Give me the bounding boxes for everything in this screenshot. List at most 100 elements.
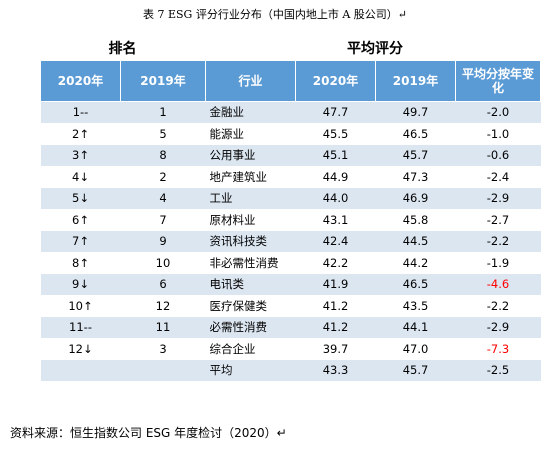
table-cell: 7 bbox=[120, 209, 206, 231]
table-cell: -2.0 bbox=[455, 101, 541, 124]
table-cell: 44.9 bbox=[295, 166, 376, 188]
table-cell: -0.6 bbox=[455, 144, 541, 167]
table-cell: 44.1 bbox=[375, 316, 456, 339]
table-cell: 46.5 bbox=[375, 273, 456, 296]
table-title: 表 7 ESG 评分行业分布（中国内地上市 A 股公司）↵ bbox=[143, 8, 407, 21]
table-cell: 44.2 bbox=[375, 252, 456, 274]
column-header: 2019年 bbox=[120, 60, 206, 102]
table-cell: 41.2 bbox=[295, 316, 376, 339]
table-cell: 8 bbox=[120, 144, 206, 167]
table-row: 4↓ 2 地产建筑业 44.9 47.3 -2.4 bbox=[40, 166, 541, 188]
table-cell: 45.7 bbox=[375, 144, 456, 167]
table-cell: 2↑ bbox=[40, 123, 121, 145]
table-cell: 公用事业 bbox=[205, 144, 296, 167]
table-cell: -2.2 bbox=[455, 230, 541, 253]
group-headers: 排名 平均评分 bbox=[40, 38, 540, 58]
table-cell: 11-- bbox=[40, 316, 121, 339]
table-row: 11-- 11 必需性消费 41.2 44.1 -2.9 bbox=[40, 316, 541, 339]
table-cell: 平均 bbox=[205, 359, 296, 382]
table-cell: 46.5 bbox=[375, 123, 456, 145]
table-cell bbox=[40, 359, 121, 382]
table-cell: 8↑ bbox=[40, 252, 121, 274]
table-cell: 41.2 bbox=[295, 295, 376, 317]
table-cell bbox=[120, 359, 206, 382]
table-cell: 10 bbox=[120, 252, 206, 274]
table-cell: 47.0 bbox=[375, 338, 456, 360]
table-cell: 工业 bbox=[205, 187, 296, 210]
table-cell: 2 bbox=[120, 166, 206, 188]
table-cell: 11 bbox=[120, 316, 206, 339]
table-cell: 必需性消费 bbox=[205, 316, 296, 339]
rank-group-header: 排名 bbox=[108, 41, 137, 57]
table-cell: 12↓ bbox=[40, 338, 121, 360]
table-cell: 42.4 bbox=[295, 230, 376, 253]
table-cell: 7↑ bbox=[40, 230, 121, 253]
table-row: 8↑ 10 非必需性消费 42.2 44.2 -1.9 bbox=[40, 252, 541, 274]
table-cell: 医疗保健类 bbox=[205, 295, 296, 317]
table-cell: 9 bbox=[120, 230, 206, 253]
table-cell: 10↑ bbox=[40, 295, 121, 317]
table-cell: 47.7 bbox=[295, 101, 376, 124]
table-cell: -7.3 bbox=[455, 338, 541, 360]
table-cell: 原材料业 bbox=[205, 209, 296, 231]
table-cell: 3↑ bbox=[40, 144, 121, 167]
table-cell: 1-- bbox=[40, 101, 121, 124]
table-cell: -1.9 bbox=[455, 252, 541, 274]
table-cell: 44.0 bbox=[295, 187, 376, 210]
table-cell: 5 bbox=[120, 123, 206, 145]
table-row: 12↓ 3 综合企业 39.7 47.0 -7.3 bbox=[40, 338, 541, 360]
table-cell: 44.5 bbox=[375, 230, 456, 253]
table-cell: 4 bbox=[120, 187, 206, 210]
table-cell: -2.4 bbox=[455, 166, 541, 188]
table-cell: 46.9 bbox=[375, 187, 456, 210]
table-cell: 6↑ bbox=[40, 209, 121, 231]
table-row: 2↑ 5 能源业 45.5 46.5 -1.0 bbox=[40, 123, 541, 145]
table-cell: 9↓ bbox=[40, 273, 121, 296]
table-cell: 金融业 bbox=[205, 101, 296, 124]
table-cell: 43.3 bbox=[295, 359, 376, 382]
table-row: 平均 43.3 45.7 -2.5 bbox=[40, 359, 541, 382]
table-cell: 3 bbox=[120, 338, 206, 360]
table-cell: -2.2 bbox=[455, 295, 541, 317]
table-cell: 45.1 bbox=[295, 144, 376, 167]
table-cell: 综合企业 bbox=[205, 338, 296, 360]
table-cell: 42.2 bbox=[295, 252, 376, 274]
table-cell: -2.7 bbox=[455, 209, 541, 231]
table-row: 10↑ 12 医疗保健类 41.2 43.5 -2.2 bbox=[40, 295, 541, 317]
table-cell: 41.9 bbox=[295, 273, 376, 296]
table-cell: -1.0 bbox=[455, 123, 541, 145]
column-header: 2020年 bbox=[40, 60, 121, 102]
source-note: 资料来源：恒生指数公司 ESG 年度检讨（2020）↵ bbox=[10, 426, 287, 440]
column-header: 2020年 bbox=[295, 60, 376, 102]
table-cell: 43.5 bbox=[375, 295, 456, 317]
table-cell: 12 bbox=[120, 295, 206, 317]
table-cell: 45.5 bbox=[295, 123, 376, 145]
data-table: 2020年 2019年 行业 2020年 2019年 平均分按年变化 1-- 1 金融业 47.… bbox=[40, 60, 541, 382]
table-row: 5↓ 4 工业 44.0 46.9 -2.9 bbox=[40, 187, 541, 210]
table-cell: 6 bbox=[120, 273, 206, 296]
column-header: 平均分按年变化 bbox=[455, 60, 541, 102]
table-row: 3↑ 8 公用事业 45.1 45.7 -0.6 bbox=[40, 144, 541, 167]
table-cell: 资讯科技类 bbox=[205, 230, 296, 253]
table-cell: 电讯类 bbox=[205, 273, 296, 296]
table-row: 9↓ 6 电讯类 41.9 46.5 -4.6 bbox=[40, 273, 541, 296]
table-cell: 49.7 bbox=[375, 101, 456, 124]
table-row: 1-- 1 金融业 47.7 49.7 -2.0 bbox=[40, 101, 541, 124]
table-cell: -2.9 bbox=[455, 316, 541, 339]
table-cell: 4↓ bbox=[40, 166, 121, 188]
table-row: 6↑ 7 原材料业 43.1 45.8 -2.7 bbox=[40, 209, 541, 231]
table-cell: -2.5 bbox=[455, 359, 541, 382]
column-header: 2019年 bbox=[375, 60, 456, 102]
table-cell: 1 bbox=[120, 101, 206, 124]
table-cell: -2.9 bbox=[455, 187, 541, 210]
table-cell: 47.3 bbox=[375, 166, 456, 188]
table-cell: 45.8 bbox=[375, 209, 456, 231]
header-row: 2020年 2019年 行业 2020年 2019年 平均分按年变化 bbox=[40, 60, 541, 102]
table-cell: 43.1 bbox=[295, 209, 376, 231]
table-row: 7↑ 9 资讯科技类 42.4 44.5 -2.2 bbox=[40, 230, 541, 253]
table-cell: 45.7 bbox=[375, 359, 456, 382]
table-cell: 39.7 bbox=[295, 338, 376, 360]
column-header: 行业 bbox=[205, 60, 296, 102]
score-group-header: 平均评分 bbox=[347, 41, 403, 57]
